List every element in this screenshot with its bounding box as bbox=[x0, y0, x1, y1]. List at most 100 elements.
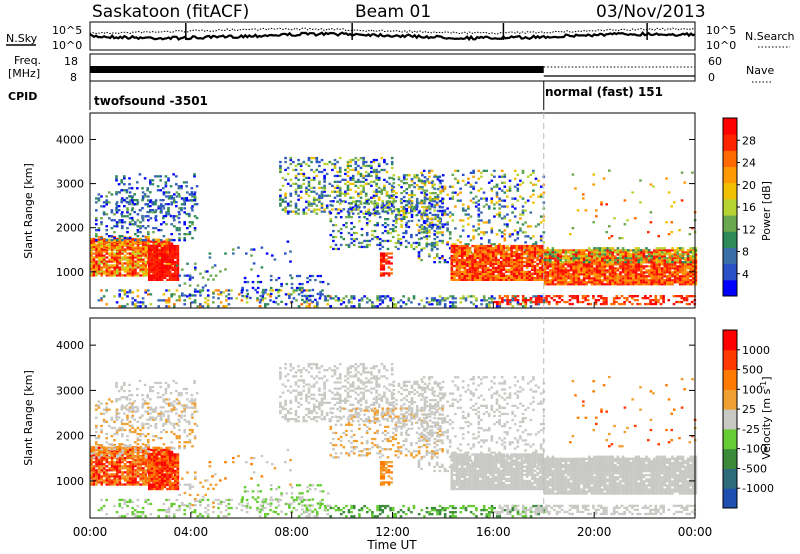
power-cell bbox=[533, 252, 537, 256]
power-cell bbox=[246, 280, 250, 284]
power-cell bbox=[147, 240, 150, 243]
power-cell bbox=[554, 277, 557, 280]
power-cell bbox=[141, 191, 145, 194]
power-cell bbox=[441, 241, 444, 245]
power-cell bbox=[468, 274, 472, 277]
power-cell bbox=[531, 266, 534, 270]
power-cell bbox=[549, 255, 552, 258]
power-cell bbox=[468, 250, 472, 254]
power-cell bbox=[502, 254, 506, 258]
power-cell bbox=[372, 194, 376, 197]
power-cell bbox=[136, 239, 140, 243]
power-cell bbox=[686, 259, 690, 262]
power-cell bbox=[684, 273, 687, 276]
power-cell bbox=[345, 225, 348, 229]
power-cell bbox=[389, 297, 392, 300]
power-cell bbox=[389, 231, 392, 235]
power-cell bbox=[175, 191, 179, 194]
power-cell bbox=[428, 197, 432, 201]
power-cell bbox=[422, 209, 426, 212]
power-cell bbox=[497, 268, 500, 271]
power-cell bbox=[92, 260, 96, 263]
power-cell bbox=[441, 200, 444, 203]
power-cell bbox=[390, 210, 394, 213]
power-cell bbox=[577, 271, 581, 274]
power-cell bbox=[590, 263, 594, 266]
power-cell bbox=[588, 259, 591, 262]
power-cell bbox=[417, 257, 421, 260]
power-cell bbox=[95, 235, 98, 238]
power-cell bbox=[297, 293, 301, 296]
power-cell bbox=[642, 253, 646, 256]
power-cell bbox=[647, 257, 651, 260]
power-cell bbox=[521, 171, 525, 174]
power-cell bbox=[588, 257, 591, 260]
power-cell bbox=[467, 295, 470, 298]
power-cell bbox=[608, 271, 612, 274]
power-cell bbox=[684, 251, 687, 254]
power-cell bbox=[460, 244, 464, 248]
power-cell bbox=[524, 299, 528, 302]
power-cell bbox=[529, 173, 533, 176]
power-cell bbox=[365, 245, 369, 249]
power-cell bbox=[286, 202, 290, 205]
power-cell bbox=[175, 299, 179, 302]
power-cell bbox=[595, 263, 599, 266]
power-cell bbox=[298, 288, 302, 292]
power-cell bbox=[453, 246, 456, 250]
power-cell bbox=[438, 219, 442, 222]
power-cell bbox=[581, 297, 585, 300]
power-cell bbox=[388, 196, 391, 199]
power-cell bbox=[387, 272, 391, 275]
power-cell bbox=[595, 273, 599, 276]
power-cell bbox=[577, 253, 581, 256]
power-cell bbox=[155, 272, 159, 275]
power-cell bbox=[585, 277, 588, 280]
power-cell bbox=[459, 219, 462, 222]
power-cell bbox=[349, 188, 352, 191]
power-cell bbox=[280, 300, 283, 303]
power-cell bbox=[397, 211, 401, 215]
power-cell bbox=[108, 270, 111, 273]
power-cell bbox=[676, 257, 679, 260]
power-cell bbox=[175, 215, 179, 218]
power-cell bbox=[307, 180, 311, 183]
power-cell bbox=[375, 182, 378, 185]
power-cell bbox=[153, 272, 156, 275]
power-cell bbox=[653, 277, 656, 280]
power-cell bbox=[284, 303, 288, 306]
power-cell bbox=[567, 261, 570, 264]
power-cell bbox=[113, 244, 116, 247]
power-cell bbox=[360, 227, 364, 231]
power-cell bbox=[673, 269, 677, 272]
power-cell bbox=[608, 263, 612, 266]
power-cell bbox=[332, 239, 335, 243]
power-cell bbox=[421, 217, 424, 221]
power-cell bbox=[321, 280, 325, 284]
power-cell bbox=[458, 272, 461, 275]
power-cell bbox=[510, 266, 513, 270]
power-cell bbox=[536, 274, 539, 277]
power-cell bbox=[637, 273, 640, 276]
power-cell bbox=[585, 261, 588, 264]
power-cell bbox=[463, 258, 467, 262]
power-cell bbox=[329, 295, 332, 298]
power-cell bbox=[146, 210, 149, 214]
power-cell bbox=[420, 215, 423, 218]
power-cell bbox=[601, 259, 604, 262]
power-cell bbox=[506, 297, 509, 300]
power-cell bbox=[188, 231, 192, 234]
power-cell bbox=[499, 274, 503, 277]
power-cell bbox=[663, 281, 666, 284]
power-cell bbox=[611, 247, 614, 250]
power-cell bbox=[655, 255, 659, 258]
power-cell bbox=[397, 233, 400, 237]
power-cell bbox=[240, 291, 244, 294]
power-cell bbox=[572, 275, 575, 278]
power-cell bbox=[608, 269, 612, 272]
power-cell bbox=[329, 245, 333, 249]
power-cell bbox=[671, 271, 674, 274]
power-cell bbox=[559, 283, 562, 286]
power-cell bbox=[595, 259, 599, 262]
power-cell bbox=[471, 278, 474, 281]
